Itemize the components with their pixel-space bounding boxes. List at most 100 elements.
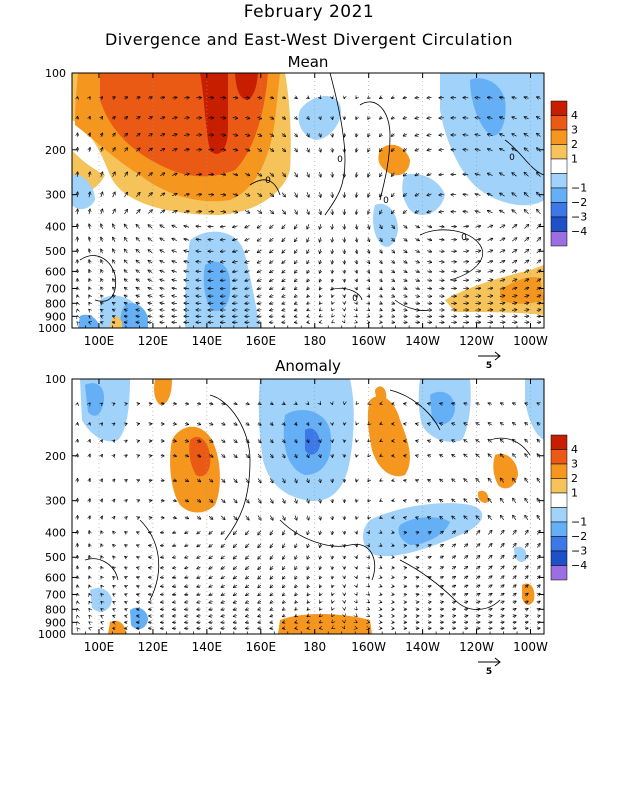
mean-vector <box>148 193 152 197</box>
mean-vector <box>463 194 469 195</box>
mean-vector <box>136 238 141 242</box>
mean-vector <box>269 209 274 214</box>
mean-vector <box>380 303 382 304</box>
anomaly-vector <box>173 532 177 533</box>
mean-vector <box>257 172 261 176</box>
mean-contour-labels: 0 0 0 0 0 0 <box>265 153 515 304</box>
anomaly-vector <box>233 440 237 443</box>
mean-vector <box>270 270 274 272</box>
mean-contour-6 <box>249 179 281 196</box>
mean-vector <box>475 261 480 262</box>
mean-vector <box>136 117 139 119</box>
mean-vector <box>356 259 357 263</box>
anomaly-vector <box>320 515 321 520</box>
mean-vector <box>487 280 493 281</box>
mean-vector <box>136 193 139 197</box>
mean-vector <box>295 279 298 281</box>
anomaly-shade-neg1-low-120e <box>130 607 148 630</box>
mean-vector <box>500 149 505 151</box>
mean-vector <box>368 310 370 311</box>
mean-vector <box>257 250 262 252</box>
mean-vector <box>403 134 407 136</box>
mean-vector <box>245 271 250 272</box>
mean-vector <box>356 279 357 282</box>
mean-vector <box>380 316 382 317</box>
mean-vector <box>524 210 529 214</box>
mean-vector <box>380 117 382 119</box>
anomaly-vector <box>368 517 369 519</box>
mean-vector <box>295 237 298 242</box>
mean-vector <box>113 249 115 254</box>
mean-vector <box>499 270 505 272</box>
anomaly-contour-1 <box>209 394 251 541</box>
mean-vector <box>320 249 321 253</box>
anomaly-vector <box>208 479 212 482</box>
anomaly-vector <box>368 480 369 482</box>
anomaly-vector <box>452 499 456 503</box>
mean-vector <box>415 280 419 281</box>
anomaly-vector <box>125 532 127 534</box>
anomaly-vector <box>172 424 176 425</box>
anomaly-vector <box>368 609 369 610</box>
mean-vector <box>368 270 370 273</box>
mean-vector <box>196 251 202 252</box>
mean-vector <box>380 249 382 253</box>
mean-vector <box>89 295 90 297</box>
mean-vector <box>244 149 249 151</box>
anomaly-vector <box>137 424 139 425</box>
mean-vector <box>500 193 505 197</box>
mean-vector <box>392 237 395 241</box>
anomaly-vector <box>513 454 517 458</box>
mean-vector <box>172 303 177 304</box>
anomaly-shade-pos1-100w <box>493 453 518 489</box>
mean-vector <box>184 280 190 281</box>
mean-contour-label: 0 <box>352 294 358 304</box>
anomaly-vector <box>452 455 456 457</box>
mean-vector <box>380 270 382 273</box>
mean-vector <box>245 239 250 241</box>
mean-vector <box>332 117 333 120</box>
mean-vector <box>172 117 177 118</box>
mean-vector <box>356 133 357 136</box>
mean-vector <box>307 259 309 263</box>
anomaly-vector <box>113 455 115 457</box>
mean-vector <box>415 134 420 136</box>
anomaly-vector <box>488 479 493 483</box>
mean-vector <box>113 309 115 310</box>
anomaly-vector <box>184 440 188 441</box>
mean-legend-swatch <box>550 115 568 131</box>
mean-vector <box>356 295 357 297</box>
anomaly-vector <box>513 498 517 504</box>
mean-contour-label: 0 <box>337 155 343 165</box>
mean-vector <box>89 172 90 177</box>
mean-vector <box>124 210 127 215</box>
mean-y-tick-label: 300 <box>45 189 66 202</box>
mean-vector <box>136 270 141 273</box>
mean-vector <box>537 148 541 152</box>
anomaly-vector <box>221 440 224 442</box>
anomaly-vector <box>356 517 357 519</box>
mean-vector <box>233 239 238 240</box>
mean-vector <box>524 279 528 281</box>
anomaly-vector <box>501 454 505 458</box>
mean-vector <box>536 270 541 274</box>
mean-vector <box>269 134 274 136</box>
anomaly-vector <box>208 516 212 519</box>
mean-vector <box>307 237 309 241</box>
anomaly-vector <box>380 455 382 456</box>
anomaly-vector <box>513 478 517 483</box>
anomaly-vector <box>172 480 176 481</box>
mean-vector <box>524 250 528 254</box>
anomaly-vector <box>258 530 262 534</box>
mean-vector <box>380 295 382 297</box>
mean-vector <box>332 279 333 282</box>
mean-vector <box>172 296 177 297</box>
anomaly-vector <box>416 424 419 425</box>
mean-vector <box>512 148 517 152</box>
mean-vector <box>499 279 505 281</box>
mean-vector <box>232 194 238 196</box>
mean-y-tick-label: 200 <box>45 144 66 157</box>
mean-vector <box>488 173 493 175</box>
mean-vector <box>536 310 541 311</box>
mean-vector <box>307 224 309 229</box>
